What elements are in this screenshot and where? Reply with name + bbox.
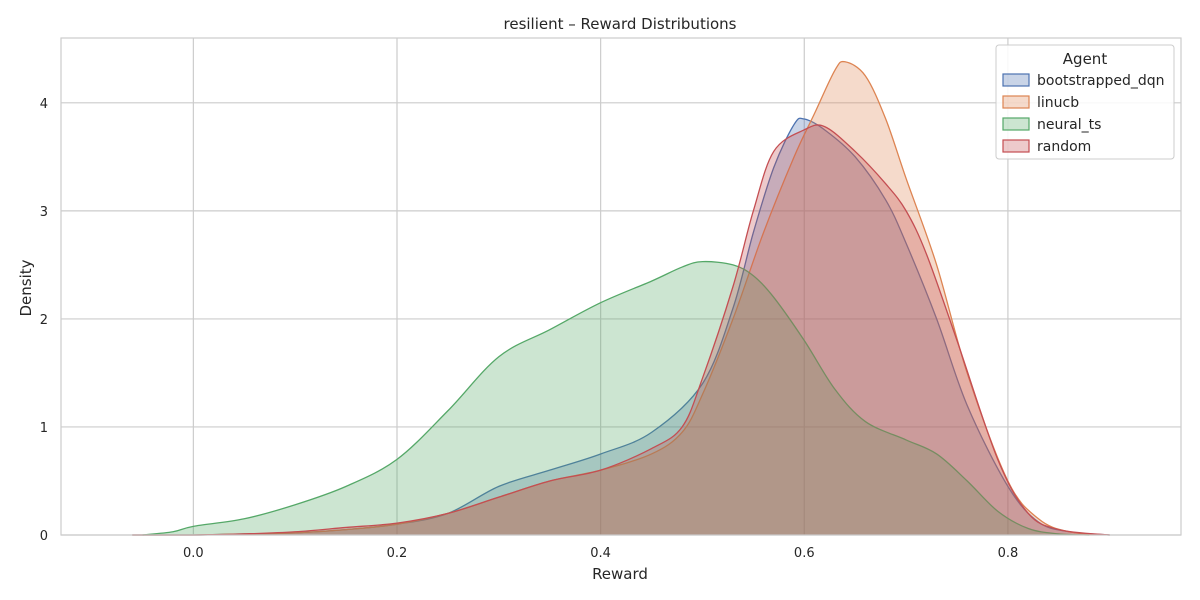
x-axis-label: Reward	[592, 565, 648, 583]
y-tick-label: 4	[40, 97, 48, 112]
legend-swatch-neural-ts	[1002, 117, 1030, 131]
x-tick-label: 0.0	[183, 546, 204, 561]
x-ticks: 0.0 0.2 0.4 0.6 0.8	[183, 546, 1018, 561]
density-area-bootstrapped-dqn	[132, 118, 1110, 535]
density-line-random	[132, 124, 1110, 536]
x-tick-label: 0.8	[998, 546, 1019, 561]
legend-swatch-random	[1002, 139, 1030, 153]
legend-title: Agent	[1063, 50, 1108, 68]
series-layer	[132, 60, 1110, 536]
x-tick-label: 0.4	[590, 546, 611, 561]
legend-box	[995, 44, 1175, 160]
legend-swatch-linucb	[1002, 95, 1030, 109]
legend-label-bootstrapped-dqn: bootstrapped_dqn	[1037, 73, 1165, 89]
y-ticks: 0 1 2 3 4	[40, 97, 48, 544]
density-area-linucb	[132, 61, 1110, 536]
plot-frame	[60, 37, 1182, 536]
y-tick-label: 2	[40, 313, 48, 328]
density-area-neural-ts	[142, 261, 1090, 535]
legend-label-linucb: linucb	[1037, 95, 1079, 111]
legend-swatch-bootstrapped-dqn	[1002, 73, 1030, 87]
density-line-neural-ts	[142, 260, 1090, 536]
x-tick-label: 0.6	[794, 546, 815, 561]
density-area-random	[132, 124, 1110, 535]
y-tick-label: 3	[40, 205, 48, 220]
x-tick-label: 0.2	[387, 546, 408, 561]
y-tick-label: 0	[40, 529, 48, 544]
y-tick-label: 1	[40, 421, 48, 436]
y-axis-label: Density	[17, 259, 35, 316]
chart-title: resilient – Reward Distributions	[504, 15, 737, 33]
legend-label-random: random	[1037, 139, 1091, 155]
legend-label-neural-ts: neural_ts	[1037, 117, 1101, 133]
